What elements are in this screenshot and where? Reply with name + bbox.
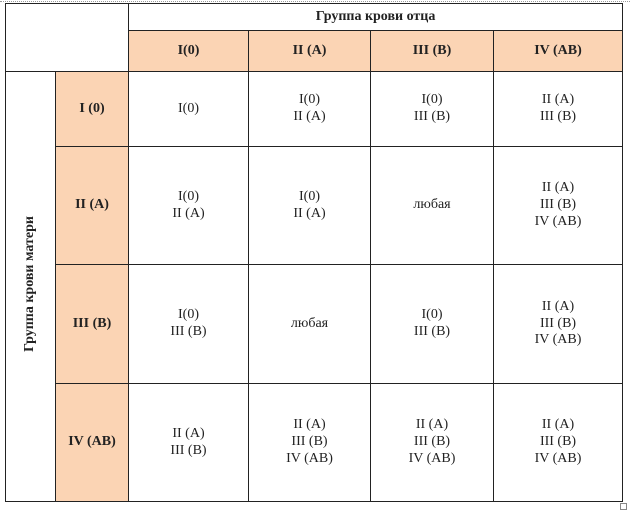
result-cell: II (A) III (B) IV (AB)	[492, 146, 624, 265]
mother-group-title: Группа крови матери	[22, 215, 38, 352]
column-header-row: I(0) II (A) III (B) IV (AB)	[6, 30, 624, 72]
col-header: I(0)	[128, 30, 249, 72]
result-value: IV (AB)	[534, 450, 582, 466]
result-value: II (A)	[293, 417, 326, 433]
result-cell: I(0) II (A)	[248, 71, 371, 147]
result-value: III (B)	[291, 434, 328, 450]
table-row: IV (AB) II (A) III (B) II (A) III (B) IV (A…	[6, 383, 624, 502]
row-header: III (B)	[55, 264, 129, 384]
top-dotted-rule	[0, 1, 630, 2]
result-value: II (A)	[541, 92, 575, 108]
result-value: I(0)	[178, 100, 199, 116]
result-value: II (A)	[293, 205, 326, 221]
result-cell: I(0) III (B)	[128, 264, 249, 384]
result-value: III (B)	[539, 434, 577, 450]
result-value: II (A)	[541, 180, 575, 196]
result-value: IV (AB)	[534, 213, 582, 229]
result-value: I(0)	[299, 92, 320, 108]
result-cell: любая	[248, 264, 371, 384]
result-cell: любая	[370, 146, 494, 265]
result-value: любая	[413, 197, 451, 213]
mother-group-title-cell: Группа крови матери	[5, 71, 56, 502]
col-header: II (A)	[248, 30, 371, 72]
result-value: III (B)	[539, 109, 577, 124]
result-value: I(0)	[178, 188, 199, 204]
result-cell: II (A) III (B)	[128, 383, 249, 502]
table-row: III (B) I(0) III (B) любая I(0) III (B) II…	[6, 264, 624, 384]
row-header: I (0)	[55, 71, 129, 147]
result-value: IV (AB)	[534, 332, 582, 348]
result-value: I(0)	[299, 188, 320, 204]
father-title-row: Группа крови отца	[5, 3, 624, 72]
col-header: IV (AB)	[492, 30, 624, 72]
result-value: IV (AB)	[286, 450, 333, 466]
result-cell: II (A) III (B) IV (AB)	[248, 383, 371, 502]
result-cell: I(0) II (A)	[128, 146, 249, 265]
result-cell: II (A) III (B) IV (AB)	[492, 264, 624, 384]
result-value: III (B)	[413, 324, 451, 339]
result-cell: II (A) III (B)	[492, 71, 624, 147]
result-value: III (B)	[170, 442, 207, 458]
result-value: III (B)	[413, 434, 451, 450]
result-cell: I(0) II (A)	[248, 146, 371, 265]
col-header: III (B)	[370, 30, 494, 72]
result-value: II (A)	[541, 298, 575, 314]
row-header: IV (AB)	[55, 383, 129, 502]
father-group-title: Группа крови отца	[127, 3, 624, 31]
result-value: II (A)	[541, 417, 575, 433]
result-cell: I(0)	[128, 71, 249, 147]
result-value: III (B)	[539, 315, 577, 331]
result-value: I(0)	[421, 92, 443, 108]
result-value: III (B)	[413, 109, 451, 124]
table-row: Группа крови матери I (0) I(0) I(0) II (A…	[5, 71, 624, 502]
result-value: II (A)	[415, 417, 449, 433]
result-value: III (B)	[170, 324, 207, 339]
blood-group-table: Группа крови отца I(0) II (A) III (B) IV…	[5, 3, 624, 502]
result-value: I(0)	[421, 307, 443, 323]
table-row: II (A) I(0) II (A) I(0) II (A) любая II (A…	[6, 146, 624, 265]
result-cell: I(0) III (B)	[370, 264, 494, 384]
result-value: IV (AB)	[408, 450, 456, 466]
result-value: I(0)	[178, 307, 199, 323]
resize-handle-icon[interactable]	[620, 503, 627, 510]
row-header: II (A)	[55, 146, 129, 265]
result-value: II (A)	[172, 425, 205, 441]
result-value: II (A)	[172, 205, 205, 221]
result-value: II (A)	[293, 109, 326, 124]
empty-corner-cell	[5, 3, 129, 72]
result-cell: II (A) III (B) IV (AB)	[492, 383, 624, 502]
result-value: III (B)	[539, 197, 577, 213]
result-value: любая	[290, 315, 329, 331]
result-cell: I(0) III (B)	[370, 71, 494, 147]
result-cell: II (A) III (B) IV (AB)	[370, 383, 494, 502]
